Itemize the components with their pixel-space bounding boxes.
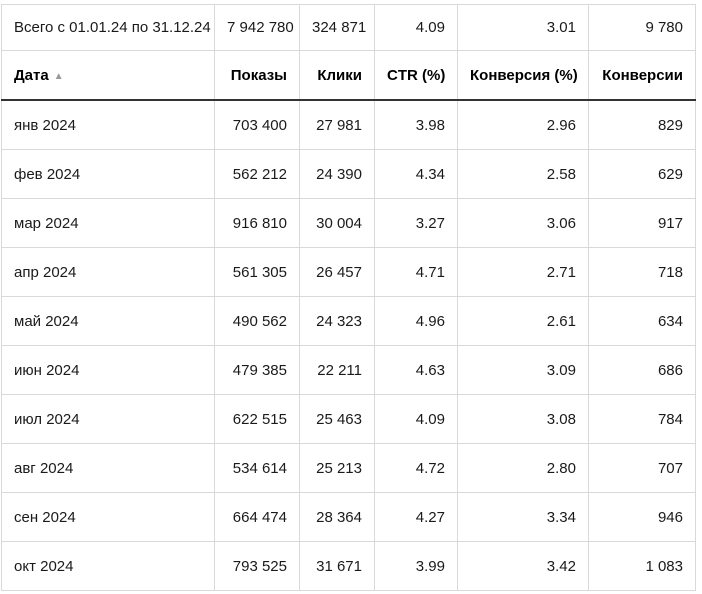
cell-ctr: 3.27 [374, 198, 458, 248]
cell-impressions: 479 385 [214, 345, 300, 395]
header-row: Дата ▲ Показы Клики CTR (%) Конверсия (%)… [1, 50, 696, 101]
cell-ctr: 4.72 [374, 443, 458, 493]
table-row: окт 2024 793 525 31 671 3.99 3.42 1 083 [1, 541, 696, 591]
cell-date: май 2024 [1, 296, 215, 346]
cell-impressions: 490 562 [214, 296, 300, 346]
cell-conversions: 634 [588, 296, 696, 346]
total-ctr: 4.09 [374, 4, 458, 51]
cell-clicks: 24 390 [299, 149, 375, 199]
column-header-ctr[interactable]: CTR (%) [374, 50, 458, 101]
sort-ascending-icon[interactable]: ▲ [53, 70, 64, 82]
cell-conversion-rate: 3.42 [457, 541, 589, 591]
cell-conversion-rate: 2.61 [457, 296, 589, 346]
total-impressions: 7 942 780 [214, 4, 300, 51]
cell-clicks: 25 213 [299, 443, 375, 493]
total-conversions: 9 780 [588, 4, 696, 51]
table-row: май 2024 490 562 24 323 4.96 2.61 634 [1, 296, 696, 346]
cell-ctr: 4.96 [374, 296, 458, 346]
cell-impressions: 916 810 [214, 198, 300, 248]
cell-impressions: 664 474 [214, 492, 300, 542]
cell-date: июн 2024 [1, 345, 215, 395]
statistics-table: Всего с 01.01.24 по 31.12.24 7 942 780 3… [1, 4, 696, 591]
total-clicks: 324 871 [299, 4, 375, 51]
table-row: сен 2024 664 474 28 364 4.27 3.34 946 [1, 492, 696, 542]
cell-clicks: 30 004 [299, 198, 375, 248]
column-header-impressions[interactable]: Показы [214, 50, 300, 101]
table-row: фев 2024 562 212 24 390 4.34 2.58 629 [1, 149, 696, 199]
table-row: апр 2024 561 305 26 457 4.71 2.71 718 [1, 247, 696, 297]
total-conversion-rate: 3.01 [457, 4, 589, 51]
column-header-conversion-rate[interactable]: Конверсия (%) [457, 50, 589, 101]
cell-clicks: 27 981 [299, 99, 375, 150]
cell-ctr: 4.63 [374, 345, 458, 395]
cell-clicks: 26 457 [299, 247, 375, 297]
cell-impressions: 561 305 [214, 247, 300, 297]
column-header-date[interactable]: Дата ▲ [1, 50, 215, 101]
cell-ctr: 4.71 [374, 247, 458, 297]
cell-conversion-rate: 2.96 [457, 99, 589, 150]
cell-clicks: 22 211 [299, 345, 375, 395]
cell-date: окт 2024 [1, 541, 215, 591]
statistics-report: Всего с 01.01.24 по 31.12.24 7 942 780 3… [1, 4, 696, 591]
cell-ctr: 4.27 [374, 492, 458, 542]
cell-date: июл 2024 [1, 394, 215, 444]
cell-clicks: 31 671 [299, 541, 375, 591]
cell-ctr: 3.98 [374, 99, 458, 150]
cell-impressions: 622 515 [214, 394, 300, 444]
cell-date: мар 2024 [1, 198, 215, 248]
cell-conversions: 707 [588, 443, 696, 493]
cell-clicks: 25 463 [299, 394, 375, 444]
table-row: июл 2024 622 515 25 463 4.09 3.08 784 [1, 394, 696, 444]
cell-conversion-rate: 3.06 [457, 198, 589, 248]
table-row: янв 2024 703 400 27 981 3.98 2.96 829 [1, 99, 696, 150]
cell-conversion-rate: 2.58 [457, 149, 589, 199]
cell-conversion-rate: 3.08 [457, 394, 589, 444]
total-row-label: Всего с 01.01.24 по 31.12.24 [1, 4, 215, 51]
cell-impressions: 534 614 [214, 443, 300, 493]
cell-date: сен 2024 [1, 492, 215, 542]
cell-conversions: 784 [588, 394, 696, 444]
column-header-date-label: Дата [14, 66, 49, 84]
cell-conversions: 829 [588, 99, 696, 150]
cell-ctr: 3.99 [374, 541, 458, 591]
cell-conversions: 917 [588, 198, 696, 248]
cell-conversions: 718 [588, 247, 696, 297]
cell-date: янв 2024 [1, 99, 215, 150]
table-row: июн 2024 479 385 22 211 4.63 3.09 686 [1, 345, 696, 395]
cell-date: авг 2024 [1, 443, 215, 493]
cell-impressions: 793 525 [214, 541, 300, 591]
cell-conversions: 946 [588, 492, 696, 542]
cell-date: апр 2024 [1, 247, 215, 297]
cell-impressions: 703 400 [214, 99, 300, 150]
cell-conversion-rate: 2.80 [457, 443, 589, 493]
cell-date: фев 2024 [1, 149, 215, 199]
cell-ctr: 4.34 [374, 149, 458, 199]
cell-conversions: 1 083 [588, 541, 696, 591]
cell-impressions: 562 212 [214, 149, 300, 199]
cell-clicks: 24 323 [299, 296, 375, 346]
column-header-conversions[interactable]: Конверсии [588, 50, 696, 101]
cell-ctr: 4.09 [374, 394, 458, 444]
table-row: авг 2024 534 614 25 213 4.72 2.80 707 [1, 443, 696, 493]
cell-conversion-rate: 3.09 [457, 345, 589, 395]
table-row: мар 2024 916 810 30 004 3.27 3.06 917 [1, 198, 696, 248]
cell-conversion-rate: 3.34 [457, 492, 589, 542]
total-row: Всего с 01.01.24 по 31.12.24 7 942 780 3… [1, 4, 696, 51]
cell-conversion-rate: 2.71 [457, 247, 589, 297]
cell-clicks: 28 364 [299, 492, 375, 542]
cell-conversions: 629 [588, 149, 696, 199]
column-header-clicks[interactable]: Клики [299, 50, 375, 101]
cell-conversions: 686 [588, 345, 696, 395]
